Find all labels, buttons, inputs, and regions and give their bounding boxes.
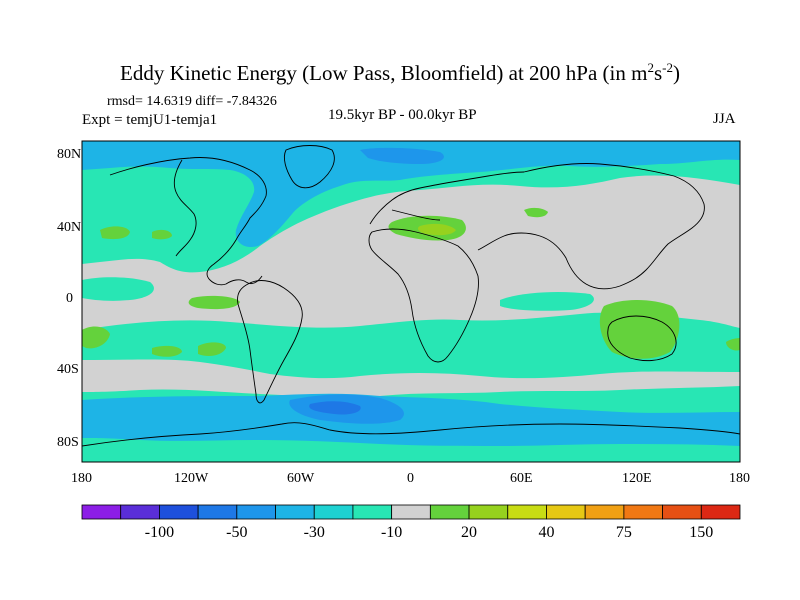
south-gap	[82, 359, 740, 397]
colorbar-label-2: -30	[304, 524, 325, 541]
colorbar-box-5	[275, 504, 315, 520]
tropical-teal-patch	[82, 277, 154, 301]
africa-coast	[368, 228, 479, 363]
colorbar-box-9	[429, 504, 470, 520]
map-frame	[81, 140, 741, 463]
lat-label-80s: 80S	[57, 435, 79, 450]
colorbar-box-1	[120, 504, 160, 520]
colorbar-box-6	[313, 504, 354, 520]
coastlines	[82, 145, 740, 447]
colorbar-box-14	[623, 504, 663, 520]
mediterranean-yellowgreen	[418, 223, 456, 236]
east-asia-green	[524, 207, 548, 218]
pacific-north-green	[100, 226, 130, 240]
colorbar-box-15	[662, 504, 702, 520]
colorbar-box-0	[81, 504, 122, 520]
colorbar	[81, 504, 741, 520]
lon-label-120w: 120W	[174, 471, 209, 486]
colorbar-box-10	[468, 504, 509, 520]
colorbar-label-6: 75	[616, 524, 632, 541]
colorbar-label-5: 40	[538, 524, 554, 541]
lon-label-60w: 60W	[287, 471, 315, 486]
lat-label-40n: 40N	[57, 220, 81, 235]
plot-title: Eddy Kinetic Energy (Low Pass, Bloomfiel…	[120, 60, 680, 85]
tropical-green	[188, 295, 240, 310]
colorbar-box-11	[507, 504, 547, 520]
south-pacific-green-west	[82, 326, 110, 349]
south-cyan-region	[82, 393, 740, 446]
lon-label-120e: 120E	[622, 471, 652, 486]
colorbar-box-13	[584, 504, 625, 520]
colorbar-box-4	[236, 504, 276, 520]
colorbar-box-3	[197, 504, 238, 520]
east-pacific-green	[726, 338, 740, 351]
south-blue-spot	[309, 401, 361, 415]
field-map	[82, 141, 740, 462]
colorbar-label-0: -100	[145, 524, 174, 541]
lat-label-0: 0	[66, 291, 73, 306]
lon-label-180w: 180	[71, 471, 92, 486]
colorbar-box-16	[700, 504, 741, 520]
season-label: JJA	[713, 111, 736, 127]
stats-text: rmsd= 14.6319 diff= -7.84326	[107, 94, 277, 109]
colorbar-box-2	[159, 504, 199, 520]
colorbar-box-7	[352, 504, 393, 520]
greenland-coast	[283, 145, 335, 189]
asia-coast	[477, 163, 705, 290]
antarctica-coast	[82, 422, 740, 447]
europe-coast	[369, 171, 525, 225]
period-label: 19.5kyr BP - 00.0kyr BP	[328, 107, 477, 123]
north-america-coast	[109, 157, 267, 286]
indian-teal-patch	[500, 292, 594, 311]
south-pacific-green-east	[198, 342, 226, 356]
colorbar-labels: -100 -50 -30 -10 20 40 75 150	[145, 524, 714, 541]
colorbar-label-7: 150	[689, 524, 713, 541]
colorbar-box-8	[391, 504, 431, 520]
north-cyan-region	[82, 141, 740, 248]
lon-label-180e: 180	[729, 471, 750, 486]
south-pacific-green-mid	[152, 345, 182, 357]
lon-label-60e: 60E	[510, 471, 533, 486]
colorbar-label-1: -50	[226, 524, 247, 541]
pacific-north-green-2	[152, 229, 172, 240]
colorbar-box-12	[546, 504, 586, 520]
north-lightblue-spot	[360, 147, 444, 164]
lat-label-80n: 80N	[57, 147, 81, 162]
experiment-label: Expt = temjU1-temja1	[82, 112, 218, 128]
south-america-coast	[237, 280, 303, 404]
colorbar-label-4: 20	[461, 524, 477, 541]
australia-coast	[607, 315, 677, 362]
lon-label-0: 0	[407, 471, 414, 486]
australia-green	[599, 300, 680, 359]
colorbar-label-3: -10	[381, 524, 402, 541]
lat-label-40s: 40S	[57, 362, 79, 377]
